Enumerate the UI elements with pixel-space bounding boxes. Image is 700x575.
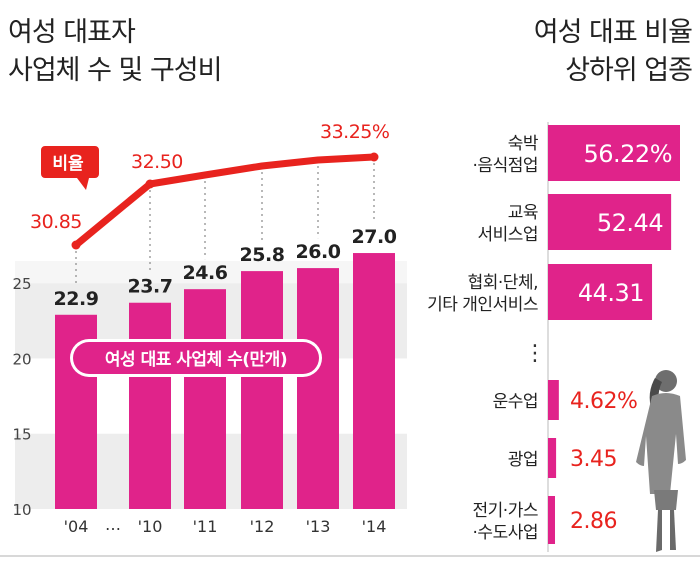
bar-value-label: 24.6 — [183, 262, 228, 284]
x-tick-label: '12 — [250, 517, 275, 536]
woman-figure-part — [656, 510, 662, 552]
bar-value-label: 22.9 — [54, 288, 99, 310]
bar-value-label: 26.0 — [296, 241, 341, 263]
top-industry-label: 교육 — [508, 203, 538, 223]
bar-business-count — [129, 302, 171, 509]
woman-figure-part — [636, 393, 686, 494]
bottom-industry-value: 4.62% — [570, 389, 637, 414]
woman-figure-part — [655, 370, 677, 392]
bottom-industry-bar — [548, 438, 557, 478]
rate-value-label: 33.25% — [320, 121, 389, 143]
top-industry-label: 숙박 — [508, 134, 539, 154]
x-axis-gap-ellipsis: … — [105, 515, 121, 534]
top-industry-label: 기타 개인서비스 — [427, 295, 538, 315]
x-tick-label: '13 — [306, 517, 331, 536]
top-industry-bar — [548, 194, 672, 250]
right-title-line-1: 여성 대표 비율 — [533, 17, 693, 48]
woman-figure-part — [670, 510, 676, 550]
bar-business-count — [353, 253, 395, 509]
top-industry-value: 56.22% — [583, 140, 672, 168]
y-tick-label: 10 — [12, 501, 31, 519]
bottom-industry-label: 운수업 — [493, 392, 538, 412]
x-tick-label: '10 — [138, 517, 163, 536]
bar-value-label: 25.8 — [240, 244, 285, 266]
y-tick-label: 20 — [12, 350, 31, 368]
top-industry-value: 52.44 — [597, 209, 663, 237]
right-title-line-2: 상하위 업종 — [565, 55, 693, 86]
rate-point — [71, 240, 81, 250]
top-industry-label: ·음식점업 — [473, 156, 538, 176]
top-industry-label: 서비스업 — [477, 225, 538, 245]
bar-legend-pill — [73, 342, 319, 374]
bar-value-label: 27.0 — [352, 226, 397, 248]
y-tick-label: 15 — [12, 426, 31, 444]
x-tick-label: '14 — [362, 517, 387, 536]
right-chart-title: 여성 대표 비율 상하위 업종 — [470, 14, 693, 90]
top-industry-bar — [548, 264, 653, 320]
woman-figure-part — [654, 490, 678, 510]
top-industry-label: 협회·단체, — [468, 273, 538, 293]
left-title-line-2: 사업체 수 및 구성비 — [8, 55, 222, 86]
rate-value-label: 30.85 — [30, 211, 82, 233]
bottom-industry-bar — [548, 380, 559, 420]
bottom-industry-bar — [548, 496, 555, 544]
rate-legend-callout — [41, 146, 99, 190]
x-tick-label: '04 — [64, 517, 89, 536]
x-tick-label: '11 — [193, 517, 218, 536]
bar-business-count — [184, 289, 226, 509]
rate-value-label: 32.50 — [131, 151, 183, 173]
bar-legend-label: 여성 대표 사업체 수(만개) — [105, 350, 287, 370]
rate-point — [145, 179, 155, 189]
woman-figure-illustration — [636, 370, 686, 552]
industry-list-ellipsis: ⋮ — [524, 341, 546, 366]
bottom-industry-label: ·수도사업 — [473, 523, 538, 543]
top-industry-bar — [548, 125, 680, 181]
top-industry-value: 44.31 — [578, 279, 644, 307]
bottom-divider — [0, 555, 700, 557]
rate-line — [72, 153, 378, 249]
bar-business-count — [297, 268, 339, 509]
rate-point — [369, 152, 379, 162]
rate-legend-label: 비율 — [52, 154, 84, 174]
left-chart-title: 여성 대표자 사업체 수 및 구성비 — [8, 14, 222, 90]
bottom-industry-value: 2.86 — [570, 509, 617, 534]
bottom-industry-label: 광업 — [508, 450, 538, 470]
y-tick-label: 25 — [12, 275, 31, 293]
bottom-industry-label: 전기·가스 — [473, 501, 538, 521]
bar-business-count — [241, 271, 283, 509]
bottom-industry-value: 3.45 — [570, 447, 617, 472]
left-title-line-1: 여성 대표자 — [8, 17, 136, 48]
bar-value-label: 23.7 — [128, 276, 173, 298]
